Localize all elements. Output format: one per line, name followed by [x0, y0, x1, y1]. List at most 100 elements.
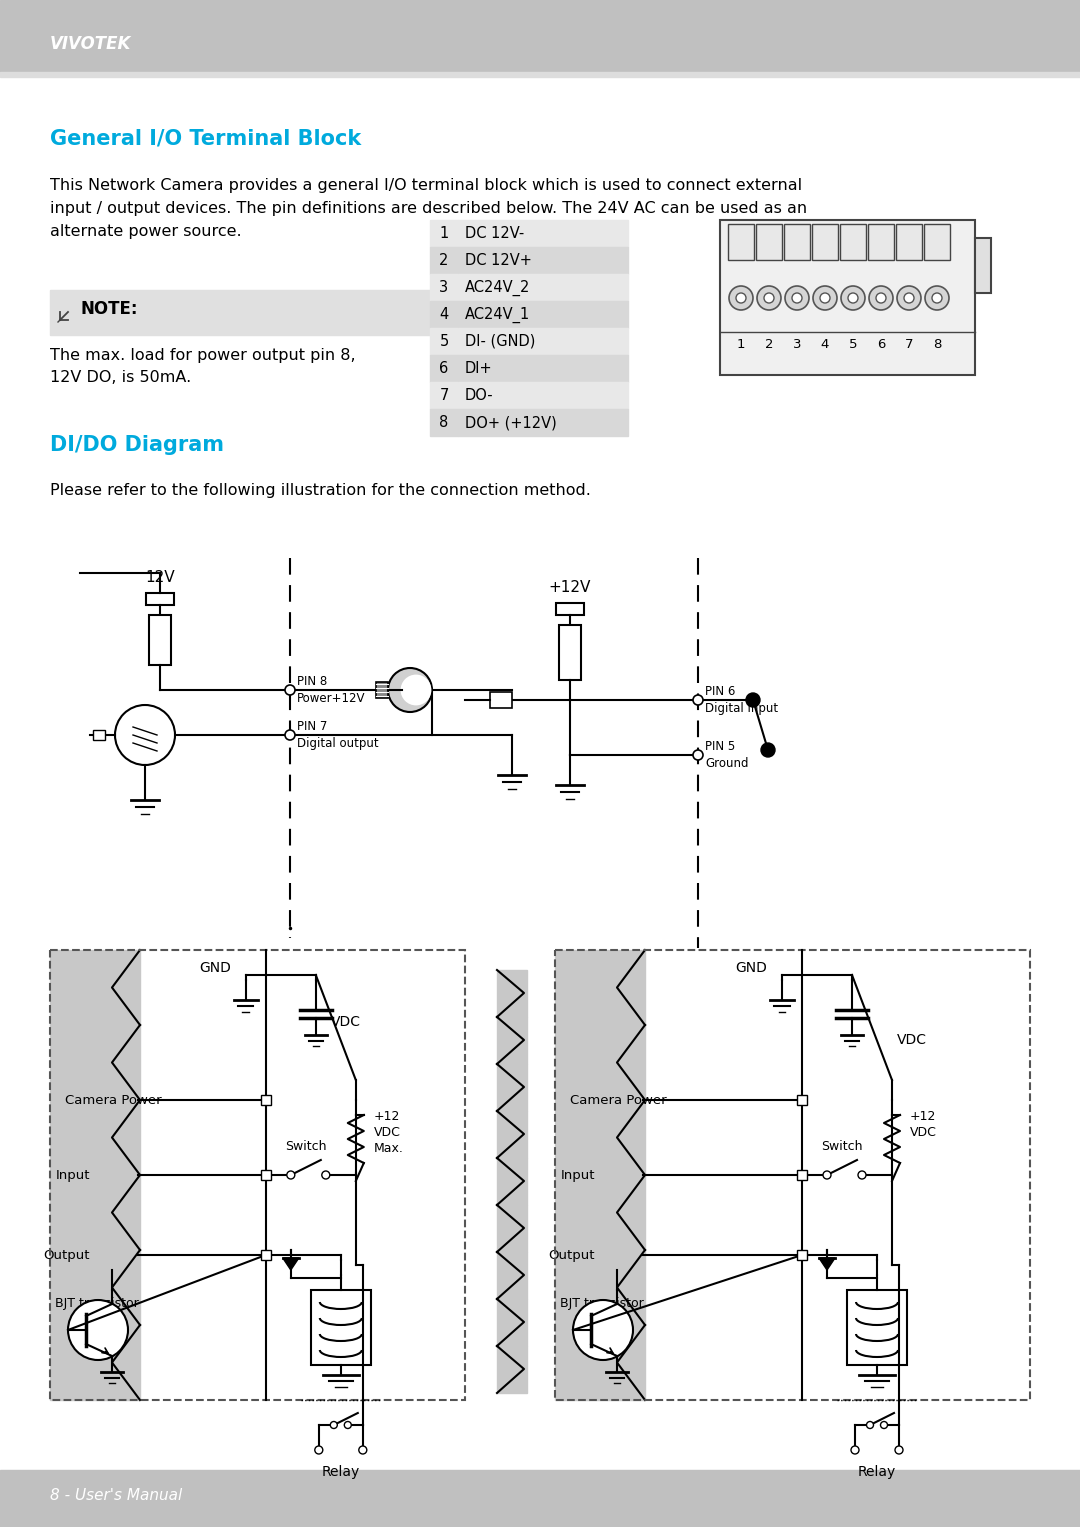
- Bar: [975, 238, 991, 293]
- Circle shape: [924, 286, 949, 310]
- Circle shape: [114, 705, 175, 765]
- Text: Input: Input: [55, 1168, 90, 1182]
- Circle shape: [314, 1446, 323, 1454]
- Bar: [847, 1290, 907, 1365]
- Text: 3: 3: [440, 279, 448, 295]
- Bar: [50, 290, 430, 334]
- Bar: [430, 273, 458, 301]
- Circle shape: [858, 1171, 866, 1179]
- Circle shape: [897, 286, 921, 310]
- Text: Ground: Ground: [705, 757, 748, 770]
- Text: PIN 7: PIN 7: [297, 721, 327, 733]
- Text: 4: 4: [440, 307, 448, 322]
- Text: This Network Camera provides a general I/O terminal block which is used to conne: This Network Camera provides a general I…: [50, 179, 807, 238]
- Polygon shape: [497, 1345, 527, 1393]
- Bar: [430, 382, 458, 409]
- Circle shape: [869, 286, 893, 310]
- Bar: [756, 224, 782, 260]
- Text: 7: 7: [440, 388, 448, 403]
- Circle shape: [761, 744, 775, 757]
- Text: PIN 5: PIN 5: [705, 741, 735, 753]
- Text: Camera Power: Camera Power: [65, 1093, 162, 1107]
- Bar: [260, 1251, 271, 1260]
- Circle shape: [764, 293, 774, 302]
- Circle shape: [820, 293, 831, 302]
- Text: Relay: Relay: [322, 1464, 360, 1480]
- Circle shape: [880, 1422, 888, 1428]
- Text: 8: 8: [440, 415, 448, 431]
- Polygon shape: [283, 1258, 299, 1270]
- Circle shape: [693, 750, 703, 760]
- Bar: [0, 1471, 1080, 1527]
- Text: VIVOTEK: VIVOTEK: [50, 35, 132, 53]
- Circle shape: [388, 667, 432, 712]
- Circle shape: [285, 686, 295, 695]
- Bar: [784, 224, 810, 260]
- Text: Input: Input: [561, 1168, 595, 1182]
- Text: VDC: VDC: [897, 1032, 927, 1048]
- Text: 2: 2: [440, 253, 448, 269]
- Text: DC 12V-: DC 12V-: [465, 226, 524, 241]
- Text: DC 12V+: DC 12V+: [465, 253, 531, 269]
- Circle shape: [866, 1422, 874, 1428]
- Text: 5: 5: [440, 334, 448, 350]
- Text: 1: 1: [440, 226, 448, 241]
- Text: 6: 6: [440, 360, 448, 376]
- Bar: [490, 692, 512, 709]
- Text: VDC: VDC: [330, 1015, 361, 1029]
- Bar: [458, 409, 627, 437]
- Bar: [556, 603, 584, 615]
- Polygon shape: [497, 1205, 527, 1252]
- Circle shape: [345, 1422, 351, 1428]
- Bar: [840, 224, 866, 260]
- Circle shape: [876, 293, 886, 302]
- Text: Please refer to the following illustration for the connection method.: Please refer to the following illustrati…: [50, 483, 591, 498]
- Text: 6: 6: [877, 337, 886, 351]
- Text: 8: 8: [933, 337, 941, 351]
- Bar: [430, 328, 458, 354]
- Bar: [720, 220, 975, 376]
- Circle shape: [841, 286, 865, 310]
- Bar: [896, 224, 922, 260]
- Text: 8 - User's Manual: 8 - User's Manual: [50, 1489, 183, 1504]
- Polygon shape: [497, 1064, 527, 1112]
- Circle shape: [757, 286, 781, 310]
- Bar: [458, 247, 627, 273]
- Circle shape: [359, 1446, 367, 1454]
- Bar: [430, 354, 458, 382]
- Bar: [728, 224, 754, 260]
- Text: Relay: Relay: [858, 1464, 896, 1480]
- Bar: [924, 224, 950, 260]
- Circle shape: [693, 695, 703, 705]
- Text: NOTE:: NOTE:: [80, 299, 137, 318]
- Text: +12
VDC: +12 VDC: [910, 1110, 936, 1139]
- Text: Output: Output: [549, 1249, 595, 1261]
- Bar: [797, 1095, 807, 1106]
- Bar: [149, 615, 171, 664]
- Text: PIN 8: PIN 8: [297, 675, 327, 689]
- Bar: [260, 1170, 271, 1180]
- Bar: [458, 382, 627, 409]
- Text: PIN 6: PIN 6: [705, 686, 735, 698]
- Circle shape: [823, 1171, 831, 1179]
- Bar: [458, 354, 627, 382]
- Bar: [260, 1095, 271, 1106]
- Text: +12
VDC
Max.: +12 VDC Max.: [374, 1110, 404, 1154]
- Circle shape: [895, 1446, 903, 1454]
- Text: 5: 5: [849, 337, 858, 351]
- Text: 7: 7: [905, 337, 914, 351]
- Circle shape: [330, 1422, 337, 1428]
- Bar: [458, 220, 627, 247]
- Bar: [430, 409, 458, 437]
- Bar: [0, 0, 1080, 72]
- Bar: [868, 224, 894, 260]
- Text: DO+ (+12V): DO+ (+12V): [465, 415, 557, 431]
- Circle shape: [792, 293, 802, 302]
- Bar: [311, 1290, 370, 1365]
- Text: Digital output: Digital output: [297, 738, 379, 750]
- Text: Switch: Switch: [285, 1141, 326, 1153]
- Text: Camera Power: Camera Power: [570, 1093, 666, 1107]
- Bar: [458, 328, 627, 354]
- Bar: [146, 592, 174, 605]
- Text: GND: GND: [199, 960, 231, 976]
